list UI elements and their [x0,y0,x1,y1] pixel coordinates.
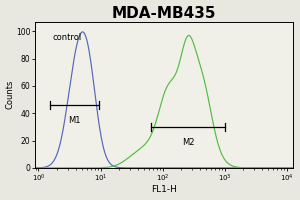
X-axis label: FL1-H: FL1-H [151,185,177,194]
Text: M2: M2 [182,138,194,147]
Y-axis label: Counts: Counts [6,80,15,109]
Title: MDA-MB435: MDA-MB435 [112,6,217,21]
Text: M1: M1 [68,116,81,125]
Text: control: control [52,33,81,42]
